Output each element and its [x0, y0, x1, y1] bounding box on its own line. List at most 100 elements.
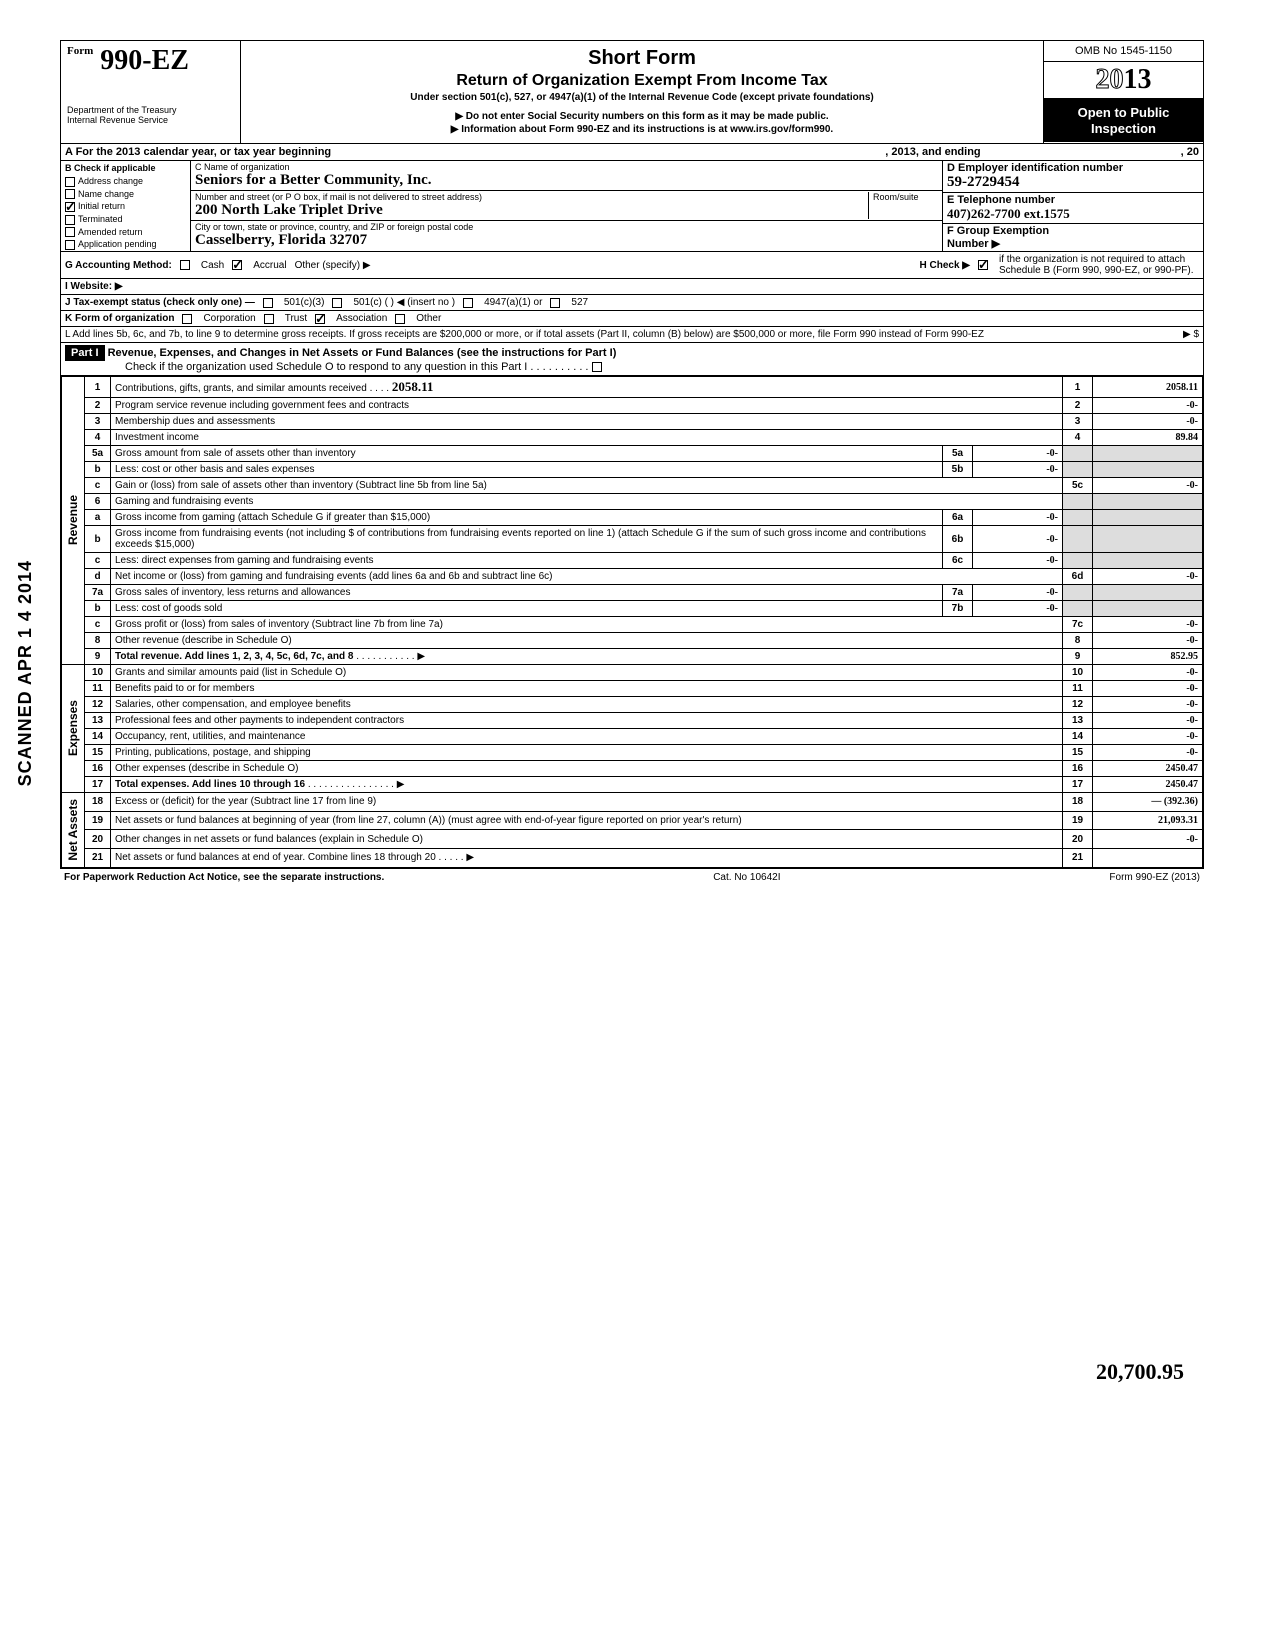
col-c-org-info: C Name of organization Seniors for a Bet…: [191, 161, 943, 251]
row-g-accounting: G Accounting Method: Cash Accrual Other …: [61, 252, 1203, 279]
l6d-num: d: [85, 569, 111, 585]
dept-treasury: Department of the Treasury: [67, 105, 234, 115]
l6-desc: Gaming and fundraising events: [111, 494, 1063, 510]
street-label: Number and street (or P O box, if mail i…: [195, 192, 868, 202]
l6-num: 6: [85, 494, 111, 510]
l21-rv: [1093, 848, 1203, 867]
l12-num: 12: [85, 697, 111, 713]
l17-rv: 2450.47: [1093, 777, 1203, 793]
ein-value: 59-2729454: [947, 174, 1199, 191]
subtitle-ssn: ▶ Do not enter Social Security numbers o…: [247, 111, 1037, 122]
h-label: H Check ▶: [920, 260, 970, 271]
subtitle-info: ▶ Information about Form 990-EZ and its …: [247, 124, 1037, 135]
chk-corp[interactable]: [182, 314, 192, 324]
ein-label: D Employer identification number: [947, 162, 1199, 174]
l6c-num: c: [85, 553, 111, 569]
l4-desc: Investment income: [111, 430, 1063, 446]
chk-accrual[interactable]: [232, 260, 242, 270]
chk-527[interactable]: [550, 298, 560, 308]
l5c-desc: Gain or (loss) from sale of assets other…: [111, 478, 1063, 494]
l1-rv: 2058.11: [1093, 377, 1203, 398]
l2-num: 2: [85, 398, 111, 414]
chk-4947[interactable]: [463, 298, 473, 308]
l5a-num: 5a: [85, 446, 111, 462]
j-label: J Tax-exempt status (check only one) —: [65, 297, 255, 308]
l8-num: 8: [85, 633, 111, 649]
l20-num: 20: [85, 830, 111, 849]
g-label: G Accounting Method:: [65, 260, 172, 271]
scanned-stamp: SCANNED APR 1 4 2014: [15, 560, 36, 786]
title-return: Return of Organization Exempt From Incom…: [247, 72, 1037, 90]
l17-num: 17: [85, 777, 111, 793]
l7c-desc: Gross profit or (loss) from sales of inv…: [111, 617, 1063, 633]
l18-desc: Excess or (deficit) for the year (Subtra…: [111, 793, 1063, 812]
city-value: Casselberry, Florida 32707: [195, 232, 938, 249]
chk-other-org[interactable]: [395, 314, 405, 324]
l15-rv: -0-: [1093, 745, 1203, 761]
l5c-rv: -0-: [1093, 478, 1203, 494]
l6d-rv: -0-: [1093, 569, 1203, 585]
chk-amended[interactable]: Amended return: [61, 226, 190, 239]
l13-num: 13: [85, 713, 111, 729]
l9-num: 9: [85, 649, 111, 665]
l12-rv: -0-: [1093, 697, 1203, 713]
chk-name-change[interactable]: Name change: [61, 188, 190, 201]
l5c-num: c: [85, 478, 111, 494]
l4-rv: 89.84: [1093, 430, 1203, 446]
chk-trust[interactable]: [264, 314, 274, 324]
lines-table: Revenue 1 Contributions, gifts, grants, …: [61, 376, 1203, 868]
row-k-org-form: K Form of organization Corporation Trust…: [61, 311, 1203, 327]
expenses-label: Expenses: [66, 696, 80, 760]
phone-label: E Telephone number: [947, 194, 1199, 206]
chk-schedule-o[interactable]: [592, 362, 602, 372]
l2-rv: -0-: [1093, 398, 1203, 414]
l6b-num: b: [85, 526, 111, 553]
l7a-mv: -0-: [973, 585, 1063, 601]
l11-desc: Benefits paid to or for members: [111, 681, 1063, 697]
chk-501c3[interactable]: [263, 298, 273, 308]
l10-rv: -0-: [1093, 665, 1203, 681]
l7a-desc: Gross sales of inventory, less returns a…: [111, 585, 943, 601]
row-a-mid: , 2013, and ending: [885, 146, 980, 158]
l5b-desc: Less: cost or other basis and sales expe…: [111, 462, 943, 478]
l21-desc: Net assets or fund balances at end of ye…: [115, 852, 436, 863]
l11-rv: -0-: [1093, 681, 1203, 697]
chk-address-change[interactable]: Address change: [61, 175, 190, 188]
l7b-desc: Less: cost of goods sold: [111, 601, 943, 617]
chk-h[interactable]: [978, 260, 988, 270]
l4-num: 4: [85, 430, 111, 446]
l3-num: 3: [85, 414, 111, 430]
l6a-mv: -0-: [973, 510, 1063, 526]
l15-desc: Printing, publications, postage, and shi…: [111, 745, 1063, 761]
l6d-desc: Net income or (loss) from gaming and fun…: [111, 569, 1063, 585]
h-text: if the organization is not required to a…: [999, 254, 1199, 276]
chk-pending[interactable]: Application pending: [61, 238, 190, 251]
part1-title: Revenue, Expenses, and Changes in Net As…: [108, 347, 617, 359]
row-a-label: A For the 2013 calendar year, or tax yea…: [65, 146, 331, 158]
chk-terminated[interactable]: Terminated: [61, 213, 190, 226]
chk-assoc[interactable]: [315, 314, 325, 324]
chk-initial-return[interactable]: Initial return: [61, 200, 190, 213]
k-label: K Form of organization: [65, 313, 174, 324]
part1-check-line: Check if the organization used Schedule …: [65, 361, 1199, 373]
l1-rn: 1: [1063, 377, 1093, 398]
l5b-mv: -0-: [973, 462, 1063, 478]
chk-501c[interactable]: [332, 298, 342, 308]
l3-rv: -0-: [1093, 414, 1203, 430]
l11-num: 11: [85, 681, 111, 697]
l2-desc: Program service revenue including govern…: [111, 398, 1063, 414]
netassets-label: Net Assets: [66, 795, 80, 865]
l15-num: 15: [85, 745, 111, 761]
chk-cash[interactable]: [180, 260, 190, 270]
l5a-desc: Gross amount from sale of assets other t…: [111, 446, 943, 462]
part1-header-row: Part I Revenue, Expenses, and Changes in…: [61, 343, 1203, 376]
l8-desc: Other revenue (describe in Schedule O): [111, 633, 1063, 649]
l10-num: 10: [85, 665, 111, 681]
l-arrow: ▶ $: [1183, 329, 1199, 340]
l6b-desc: Gross income from fundraising events (no…: [111, 526, 943, 553]
l1-num: 1: [85, 377, 111, 398]
l10-desc: Grants and similar amounts paid (list in…: [111, 665, 1063, 681]
l18-rv: — (392.36): [1093, 793, 1203, 812]
row-a-end: , 20: [1181, 146, 1199, 158]
l6a-desc: Gross income from gaming (attach Schedul…: [111, 510, 943, 526]
